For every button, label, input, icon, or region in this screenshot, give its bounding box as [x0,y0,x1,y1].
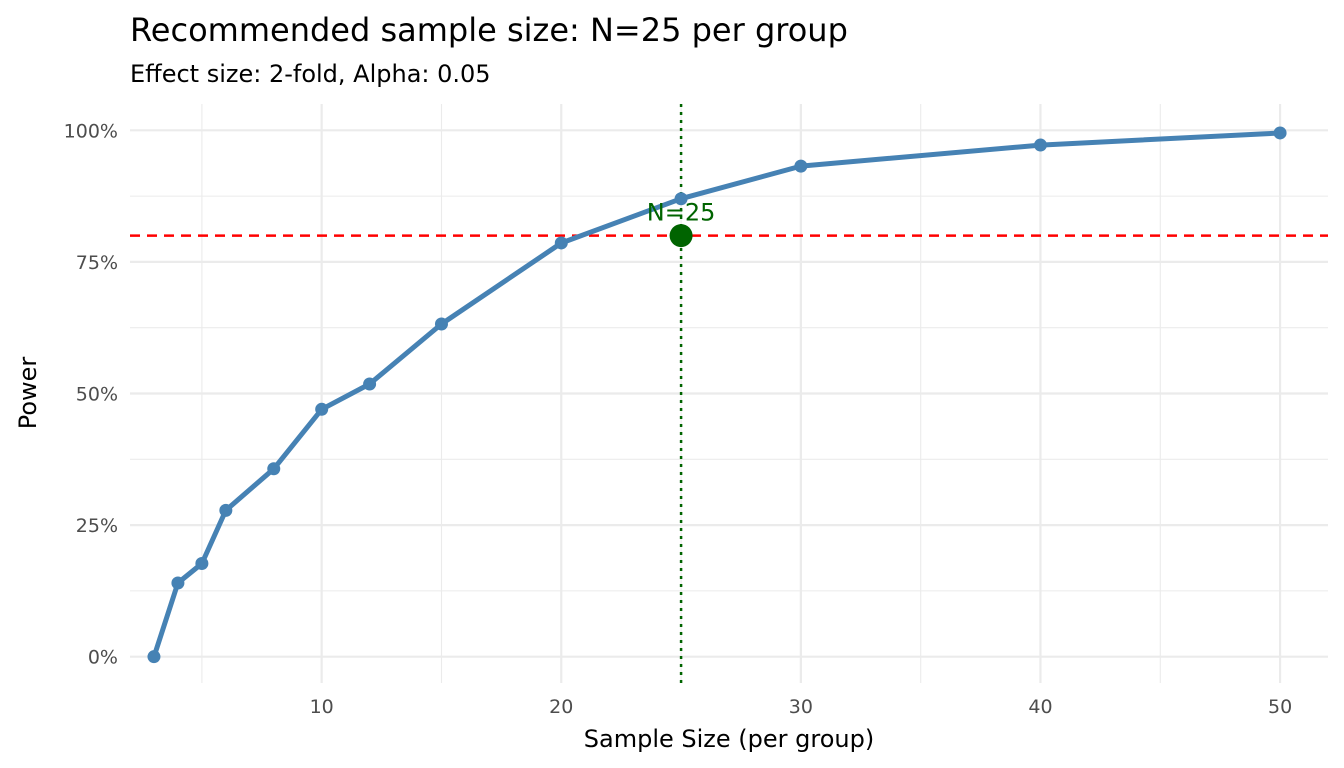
x-tick-label: 20 [549,696,573,718]
major-gridlines [130,104,1328,683]
power-data-point [195,557,209,571]
power-data-point [363,377,377,391]
x-tick-label: 40 [1028,696,1052,718]
y-tick-label: 75% [76,252,118,274]
y-tick-label: 50% [76,384,118,406]
y-tick-label: 25% [76,515,118,537]
x-tick-label: 30 [789,696,813,718]
x-tick-label: 10 [310,696,334,718]
power-data-point [674,192,688,206]
y-axis-title: Power [14,357,42,430]
x-axis-ticks: 10 20 30 40 50 [310,696,1293,718]
power-data-point [147,650,161,664]
annotation-layer: N=25 [647,199,716,248]
power-data-point [1273,126,1287,140]
series-layer [147,126,1287,664]
recommended-point [669,224,693,248]
power-data-point [315,402,329,416]
recommended-label: N=25 [647,199,716,227]
power-data-point [434,317,448,331]
y-tick-label: 0% [88,647,118,669]
power-curve-line [151,130,1283,660]
power-data-point [554,236,568,250]
y-tick-label: 100% [64,120,118,142]
power-data-point [794,159,808,173]
x-tick-label: 50 [1268,696,1292,718]
chart-subtitle: Effect size: 2-fold, Alpha: 0.05 [130,60,491,88]
y-axis-ticks: 0% 25% 50% 75% 100% [64,120,118,668]
power-data-point [171,576,185,590]
chart-title: Recommended sample size: N=25 per group [130,11,848,49]
x-axis-title: Sample Size (per group) [584,725,874,753]
power-data-point [1033,138,1047,152]
power-data-point [267,462,281,476]
power-data-point [219,503,233,517]
